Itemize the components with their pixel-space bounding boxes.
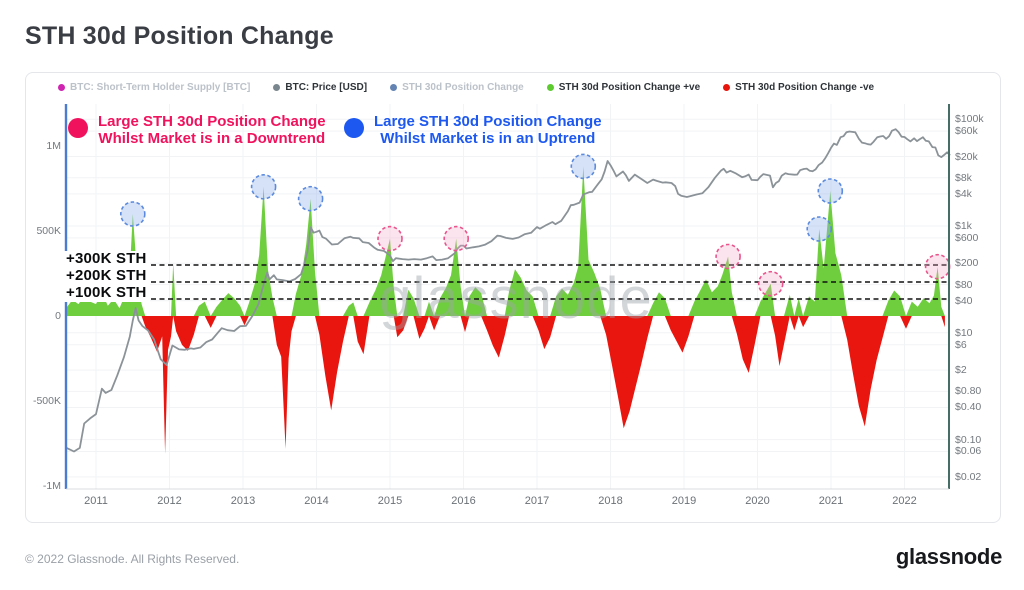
legend-item-label: BTC: Short-Term Holder Supply [BTC] xyxy=(70,82,251,93)
legend-item-label: STH 30d Position Change +ve xyxy=(558,82,701,93)
downtrend-circle-marker xyxy=(924,253,951,280)
annotation-downtrend: Large STH 30d Position Change Whilst Mar… xyxy=(68,113,326,147)
sth-position-change-positive-area xyxy=(66,166,945,316)
annotation-downtrend-line2: Whilst Market is in a Downtrend xyxy=(98,130,326,147)
downtrend-circle-marker xyxy=(715,243,741,270)
chart-card: BTC: Short-Term Holder Supply [BTC] BTC: … xyxy=(25,72,1001,523)
chart-canvas xyxy=(64,104,951,490)
uptrend-circle-marker xyxy=(570,153,597,180)
uptrend-circle-marker xyxy=(250,174,277,200)
legend-item[interactable]: BTC: Short-Term Holder Supply [BTC] xyxy=(58,82,250,93)
downtrend-circle-marker xyxy=(757,270,784,297)
uptrend-dot-icon xyxy=(344,118,364,138)
sth-position-change-negative-area xyxy=(66,316,945,454)
uptrend-circle-marker xyxy=(297,185,324,212)
annotation-uptrend: Large STH 30d Position Change Whilst Mar… xyxy=(344,113,602,147)
uptrend-circle-marker xyxy=(120,201,146,227)
downtrend-circle-marker xyxy=(377,225,403,252)
legend-item-label: BTC: Price [USD] xyxy=(285,82,368,93)
annotation-downtrend-text: Large STH 30d Position Change Whilst Mar… xyxy=(98,113,326,147)
legend-item[interactable]: BTC: Price [USD] xyxy=(273,82,367,93)
legend-item-label: STH 30d Position Change xyxy=(402,82,524,93)
legend-dot-icon xyxy=(390,84,398,91)
annotation-uptrend-line1: Large STH 30d Position Change xyxy=(374,113,602,130)
legend-item[interactable]: STH 30d Position Change xyxy=(390,82,524,93)
legend-dot-icon xyxy=(723,84,731,91)
legend-item[interactable]: STH 30d Position Change +ve xyxy=(546,82,701,93)
btc-price-line xyxy=(66,128,951,453)
glassnode-logo: glassnode xyxy=(895,544,1002,569)
legend-dot-icon xyxy=(58,84,65,91)
copyright-text: © 2022 Glassnode. All Rights Reserved. xyxy=(25,552,240,566)
page-title: STH 30d Position Change xyxy=(25,22,334,50)
legend-item[interactable]: STH 30d Position Change -ve xyxy=(723,82,874,93)
annotation-uptrend-line2: Whilst Market is in an Uptrend xyxy=(380,130,596,147)
uptrend-circle-marker xyxy=(806,216,833,242)
downtrend-circle-marker xyxy=(443,225,470,252)
annotation-downtrend-line1: Large STH 30d Position Change xyxy=(98,113,326,130)
downtrend-dot-icon xyxy=(68,118,88,138)
annotation-uptrend-text: Large STH 30d Position Change Whilst Mar… xyxy=(374,113,602,147)
uptrend-circle-marker xyxy=(817,178,844,204)
legend-dot-icon xyxy=(273,84,281,91)
legend-dot-icon xyxy=(546,84,554,91)
legend-item-label: STH 30d Position Change -ve xyxy=(735,82,875,93)
chart-legend: BTC: Short-Term Holder Supply [BTC] BTC: … xyxy=(58,82,874,93)
